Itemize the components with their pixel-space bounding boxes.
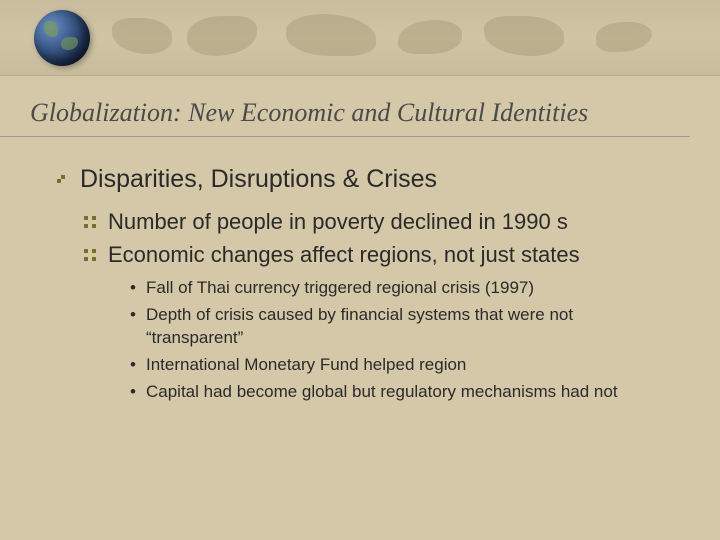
banner: [0, 0, 720, 76]
pixel-bullet-icon: [84, 249, 96, 261]
outline-level2-item: Economic changes affect regions, not jus…: [108, 241, 680, 270]
outline-level2-text: Number of people in poverty declined in …: [108, 209, 568, 234]
outline-level3-item: International Monetary Fund helped regio…: [146, 354, 680, 377]
diamond-bullet-icon: [54, 172, 68, 186]
outline-level1: Disparities, Disruptions & Crises: [80, 165, 680, 194]
outline-level2-item: Number of people in poverty declined in …: [108, 208, 680, 237]
slide-content: Disparities, Disruptions & Crises Number…: [0, 137, 720, 404]
world-map-decorative: [100, 10, 720, 62]
outline-level1-text: Disparities, Disruptions & Crises: [80, 165, 437, 193]
outline-level3-item: Depth of crisis caused by financial syst…: [146, 304, 680, 350]
slide-title: Globalization: New Economic and Cultural…: [0, 76, 690, 137]
pixel-bullet-icon: [84, 216, 96, 228]
globe-icon: [34, 10, 90, 66]
outline-level2-text: Economic changes affect regions, not jus…: [108, 242, 580, 267]
outline-level3-item: Capital had become global but regulatory…: [146, 381, 680, 404]
outline-level3-item: Fall of Thai currency triggered regional…: [146, 277, 680, 300]
